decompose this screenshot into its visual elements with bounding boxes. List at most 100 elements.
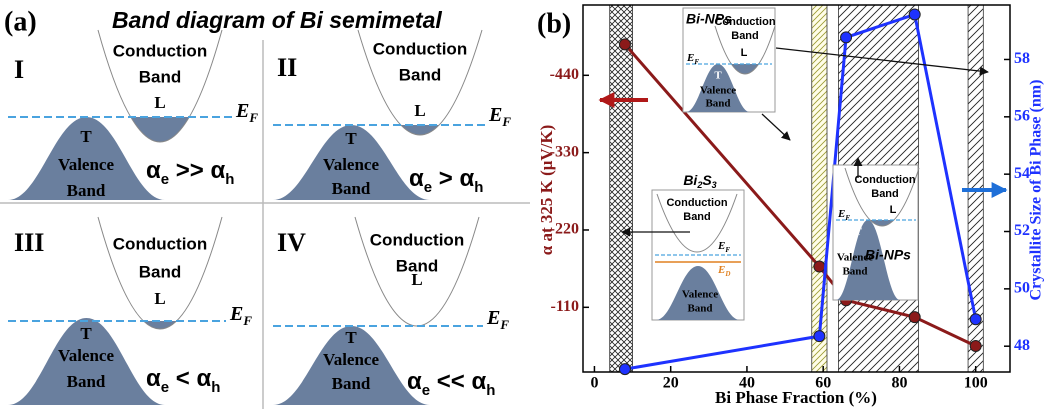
band-label: Conduction — [370, 230, 464, 249]
label-part: Bi — [683, 172, 698, 188]
x-axis-label: Bi Phase Fraction (%) — [715, 388, 877, 407]
subscript: e — [161, 171, 169, 188]
y-tick-label: -110 — [551, 298, 579, 315]
marker — [619, 364, 630, 375]
y-tick-label: -440 — [550, 66, 579, 83]
inset-text: Valence — [700, 85, 736, 97]
inset-text: Band — [731, 30, 759, 42]
band-label: Band — [139, 262, 182, 281]
band-label: Conduction — [113, 41, 207, 60]
band-label: Conduction — [373, 39, 467, 58]
subscript: F — [694, 58, 699, 66]
x-tick-label: 80 — [891, 375, 907, 392]
phase-region — [610, 5, 633, 372]
inset-text: Conduction — [714, 16, 775, 28]
band-label: Band — [332, 374, 371, 393]
valley-label: T — [345, 129, 357, 148]
marker — [814, 261, 825, 272]
band-label: Band — [139, 67, 182, 86]
subscript: e — [161, 379, 169, 396]
phase-region — [812, 5, 827, 372]
inset-label: Bi-NPs — [865, 247, 911, 263]
valley-label: T — [80, 324, 92, 343]
relation: αe << αh — [407, 368, 495, 399]
relation-part: α — [210, 157, 225, 184]
band-label: Band — [67, 181, 106, 200]
marker — [970, 314, 981, 325]
y-axis-label: α at 325 K (μV/K) — [537, 125, 556, 256]
band-label: Conduction — [113, 234, 207, 253]
subscript: e — [422, 382, 430, 399]
symbol: E — [235, 100, 249, 122]
band-label: Valence — [58, 155, 114, 174]
inset-text: Band — [687, 303, 712, 315]
subscript: F — [845, 214, 850, 222]
marker — [814, 331, 825, 342]
numeral: IV — [277, 228, 306, 257]
inset-text: L — [741, 47, 748, 59]
relation: αe >> αh — [146, 157, 234, 188]
band-label: Band — [399, 65, 442, 84]
valley-label: L — [414, 101, 425, 120]
x-tick-label: 0 — [590, 375, 598, 392]
inset-text: T — [714, 70, 722, 82]
relation: αe > αh — [409, 165, 483, 196]
valley-label: L — [411, 270, 422, 289]
valley-label: T — [345, 328, 357, 347]
panel-title: Band diagram of Bi semimetal — [112, 7, 442, 33]
x-tick-label: 20 — [663, 375, 679, 392]
relation-part: << — [430, 368, 471, 395]
inset-text: T — [854, 226, 862, 238]
relation-part: α — [471, 368, 486, 395]
arrow — [762, 114, 790, 140]
inset-text: Conduction — [666, 197, 727, 209]
marker — [619, 39, 630, 50]
band-label: Valence — [323, 155, 379, 174]
subscript: F — [725, 246, 730, 254]
plot-frame — [583, 5, 1010, 372]
fermi-label: EF — [488, 104, 511, 130]
relation-part: α — [409, 165, 424, 192]
valley-label: L — [154, 93, 165, 112]
relation-part: α — [459, 165, 474, 192]
y2-tick-label: 58 — [1014, 50, 1030, 67]
inset-text: Band — [842, 266, 867, 278]
fermi-label: EF — [486, 307, 509, 333]
subscript: 3 — [712, 180, 717, 190]
marker — [909, 9, 920, 20]
fermi-label: EF — [235, 100, 258, 126]
inset-text: Band — [705, 98, 730, 110]
symbol: E — [837, 208, 845, 220]
symbol: E — [686, 52, 694, 64]
relation-part: >> — [169, 157, 210, 184]
x-tick-label: 100 — [964, 375, 988, 392]
relation-part: < — [169, 365, 196, 392]
panel-label: (a) — [4, 6, 37, 37]
numeral: I — [14, 55, 24, 84]
inset-text: Band — [683, 211, 711, 223]
relation: αe < αh — [146, 365, 220, 396]
y2-axis-label: Crystallite Size of Bi Phase (nm) — [1028, 80, 1045, 301]
relation-part: α — [407, 368, 422, 395]
subscript: h — [211, 379, 220, 396]
band-label: Valence — [323, 350, 379, 369]
subscript: D — [724, 270, 730, 278]
relation-part: α — [146, 157, 161, 184]
inset-text: Band — [871, 188, 899, 200]
subscript: F — [248, 110, 258, 125]
numeral: II — [277, 53, 297, 82]
subscript: h — [474, 179, 483, 196]
subscript: h — [225, 171, 234, 188]
band-label: Band — [67, 372, 106, 391]
subscript: e — [424, 179, 432, 196]
valley-label: L — [154, 289, 165, 308]
symbol: E — [229, 303, 243, 325]
marker — [841, 32, 852, 43]
inset-text: Valence — [682, 289, 718, 301]
valley-label: T — [80, 127, 92, 146]
subscript: h — [486, 382, 495, 399]
numeral: III — [14, 228, 44, 257]
inset-text: L — [890, 204, 897, 216]
